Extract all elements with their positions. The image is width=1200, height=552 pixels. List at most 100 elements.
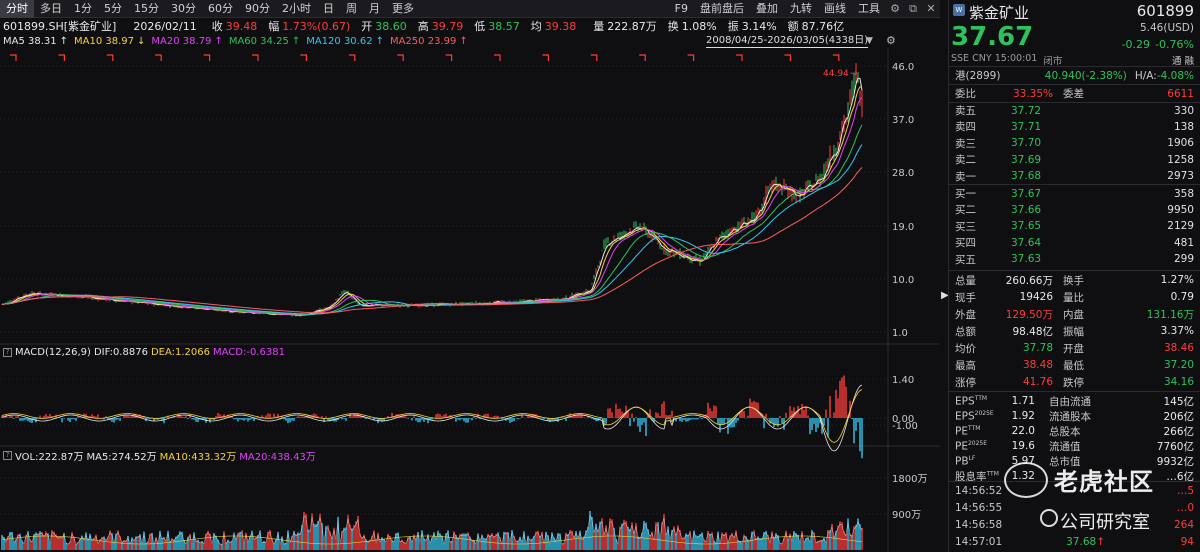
toolbar-tool-button[interactable]: 叠加 xyxy=(756,1,778,15)
fund-label: 股息率TTM xyxy=(955,470,999,483)
tab-period[interactable]: 更多 xyxy=(392,1,414,15)
tab-period[interactable]: 2小时 xyxy=(282,1,311,15)
order-level-volume: 358 xyxy=(1173,187,1194,200)
toolbar-tool-button[interactable]: 盘前盘后 xyxy=(700,1,744,15)
order-book-row[interactable]: 卖四 37.71 138 xyxy=(955,118,1194,135)
moving-average-bar: MA5 38.31 ↑ MA10 38.97 ↓ MA20 38.79 ↑ MA60 34.… xyxy=(0,34,940,48)
price-axis-label: 37.0 xyxy=(892,115,914,126)
order-level-label: 卖二 xyxy=(955,154,976,167)
stock-code: 601899 xyxy=(1136,2,1194,20)
order-book-row[interactable]: 买二 37.66 9950 xyxy=(955,201,1194,218)
tick-price: 37.68↑ xyxy=(1066,536,1105,548)
tab-period[interactable]: 5分 xyxy=(104,1,122,15)
ma-label: MA5 38.31 xyxy=(3,35,57,47)
ma5-line xyxy=(1,77,863,316)
toolbar-tool-button[interactable]: 九转 xyxy=(790,1,812,15)
toolbar-tool-button[interactable]: F9 xyxy=(674,1,688,15)
stock-code: 601899.SH[紫金矿业] xyxy=(3,20,117,33)
price-axis-label: 1.0 xyxy=(892,328,908,339)
ohlc-info-bar: 601899.SH[紫金矿业] 2026/02/11 收 39.48 幅 1.73%… xyxy=(0,18,940,34)
toolbar-tool-button[interactable]: 工具 xyxy=(858,1,880,15)
help-icon[interactable]: ? xyxy=(3,348,12,357)
weicha-value: 6611 xyxy=(1167,87,1194,100)
stat-label: 跌停 xyxy=(1063,376,1084,389)
tab-period[interactable]: 60分 xyxy=(208,1,233,15)
fund-label: PE2025E xyxy=(955,439,988,453)
weibi-row: 委比 33.35% 委差 6611 xyxy=(955,85,1194,102)
avg-value: 39.38 xyxy=(544,19,577,33)
tab-period[interactable]: 多日 xyxy=(40,1,62,15)
stat-value: 260.66万 xyxy=(1005,274,1053,287)
price-change-pct: -0.76% xyxy=(1155,38,1194,51)
tick-time: 14:57:01 xyxy=(955,536,1003,548)
tab-period[interactable]: 月 xyxy=(369,1,380,15)
turn-label: 换 xyxy=(667,20,679,33)
amt-value: 87.76亿 xyxy=(801,20,845,33)
fund-value: 1.92 xyxy=(1011,410,1035,422)
close-icon[interactable]: ✕ xyxy=(926,1,936,15)
vol-ma5-line xyxy=(1,514,863,546)
hk-quote-row[interactable]: 港(2899) 40.940(-2.38%) H/A: -4.08% xyxy=(955,67,1194,84)
chart-settings-icon[interactable]: ⚙ xyxy=(886,34,896,47)
macd-axis-label: 0.00 xyxy=(892,414,914,425)
order-level-volume: 481 xyxy=(1173,236,1194,249)
weicha-label: 委差 xyxy=(1063,88,1084,100)
order-book-row[interactable]: 买四 37.64 481 xyxy=(955,234,1194,251)
fund-label: 流通值 xyxy=(1049,440,1081,453)
kline-chart[interactable]: 46.037.028.019.010.01.044.94→1.400.00-1.… xyxy=(0,48,940,552)
help-icon[interactable]: ? xyxy=(3,451,12,460)
ma-trend-arrow: ↑ xyxy=(214,35,223,47)
ha-label: H/A: xyxy=(1134,69,1157,82)
caret-right-icon[interactable]: ▶ xyxy=(941,290,949,301)
order-book-row[interactable]: 卖三 37.70 1906 xyxy=(955,135,1194,152)
order-level-volume: 9950 xyxy=(1167,203,1194,216)
order-book-row[interactable]: 卖五 37.72 330 xyxy=(955,102,1194,119)
turn-value: 1.08% xyxy=(681,19,717,33)
date-range-selector[interactable]: 2008/04/25-2026/03/05(4338日) xyxy=(706,35,869,48)
fund-label-suffix: 2025E xyxy=(974,409,994,417)
tick-arrow: ↑ xyxy=(1096,536,1105,548)
tab-period[interactable]: 周 xyxy=(346,1,357,15)
tab-period[interactable]: 日 xyxy=(323,1,334,15)
toolbar-tool-button[interactable]: 画线 xyxy=(824,1,846,15)
price-axis-label: 46.0 xyxy=(892,62,914,73)
order-level-label: 卖三 xyxy=(955,137,976,150)
tab-period[interactable]: 15分 xyxy=(134,1,159,15)
tab-period[interactable]: 90分 xyxy=(245,1,270,15)
caret-down-icon[interactable]: ▼ xyxy=(866,36,873,46)
ma120-line xyxy=(1,144,863,315)
stat-value: 0.79 xyxy=(1170,291,1194,303)
dea-line xyxy=(1,389,863,443)
stat-row: 均价 37.78 开盘 38.46 xyxy=(955,340,1194,356)
tiger-small-icon xyxy=(1040,509,1058,527)
tab-period[interactable]: 分时 xyxy=(0,0,34,18)
fund-value: 266亿 xyxy=(1163,425,1194,438)
macd-dea: DEA:1.2066 xyxy=(150,347,210,358)
order-level-volume: 299 xyxy=(1173,253,1194,266)
stat-value: 131.16万 xyxy=(1146,308,1194,321)
order-book-row[interactable]: 买五 37.63 299 xyxy=(955,251,1194,268)
order-level-price: 37.67 xyxy=(1011,187,1042,200)
quote-panel: W 紫金矿业 601899 37.67 5.46(USD) -0.29 -0.7… xyxy=(948,0,1200,552)
amt-label: 额 xyxy=(787,20,799,33)
stat-value: 1.27% xyxy=(1160,274,1194,286)
panel-splitter[interactable] xyxy=(940,0,948,552)
vol-panel-ma10: MA10:433.32万 xyxy=(159,452,237,463)
order-book-row[interactable]: 买三 37.65 2129 xyxy=(955,218,1194,235)
ma-indicator: MA60 34.25 ↑ xyxy=(229,36,300,47)
chg-value: 1.73%(0.67) xyxy=(282,19,351,33)
tab-period[interactable]: 30分 xyxy=(171,1,196,15)
settings-icon[interactable]: ⚙ xyxy=(890,1,900,15)
tab-period[interactable]: 1分 xyxy=(74,1,92,15)
ma-indicator: MA5 38.31 ↑ xyxy=(3,36,68,47)
order-book-row[interactable]: 卖一 37.68 2973 xyxy=(955,168,1194,185)
fund-value: 19.6 xyxy=(1011,440,1035,452)
tick-time: 14:56:52 xyxy=(955,485,1003,497)
tick-volume: …5 xyxy=(1176,485,1194,497)
order-book-row[interactable]: 买一 37.67 358 xyxy=(955,185,1194,202)
stat-row: 总量 260.66万 换手 1.27% xyxy=(955,272,1194,288)
order-book-row[interactable]: 卖二 37.69 1258 xyxy=(955,151,1194,168)
order-level-price: 37.66 xyxy=(1011,203,1042,216)
restore-icon[interactable]: ⧉ xyxy=(909,1,917,15)
ma10-line xyxy=(1,86,863,316)
